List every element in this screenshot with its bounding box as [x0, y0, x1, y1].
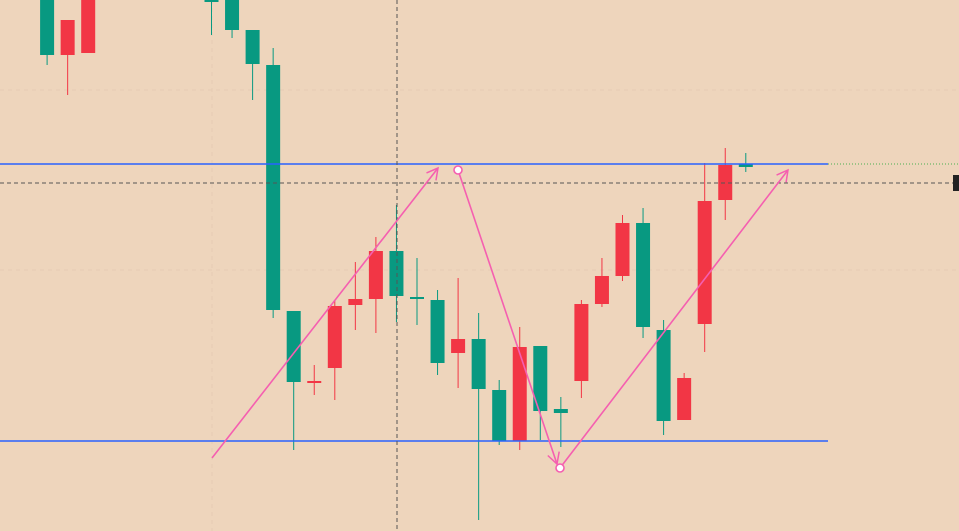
- candle-body: [60, 20, 75, 55]
- candle-body: [451, 339, 466, 353]
- candle-body: [697, 201, 712, 324]
- candle-body: [677, 378, 692, 420]
- candle-body: [594, 276, 609, 304]
- arrow: [457, 169, 560, 466]
- candle-body: [718, 165, 733, 200]
- candle-body: [409, 297, 424, 299]
- candle-body: [553, 409, 568, 413]
- pattern-drawing: [211, 165, 789, 473]
- anchor-point: [555, 463, 565, 473]
- candle-body: [327, 306, 342, 368]
- candle-body: [492, 390, 507, 441]
- levels: [0, 163, 828, 442]
- anchor-point: [453, 165, 463, 175]
- candle-body: [348, 299, 363, 305]
- candle-body: [656, 330, 671, 421]
- candle-body: [389, 251, 404, 296]
- candle-body: [533, 346, 548, 411]
- candle-body: [368, 251, 383, 299]
- price-tag: [953, 175, 959, 191]
- candle-body: [738, 164, 753, 167]
- candle-body: [307, 381, 322, 383]
- arrow: [211, 166, 439, 459]
- candle-body: [245, 30, 260, 64]
- candle-body: [615, 223, 630, 276]
- candles: [40, 0, 753, 520]
- candle-body: [81, 0, 96, 53]
- candle-body: [471, 339, 486, 389]
- candle-body: [512, 347, 527, 441]
- arrow: [559, 168, 789, 469]
- candle-body: [574, 304, 589, 381]
- candle-body: [204, 0, 219, 2]
- candle-body: [636, 223, 651, 327]
- candle-body: [266, 65, 281, 310]
- candle-body: [430, 300, 445, 363]
- candle-body: [286, 311, 301, 382]
- candle-body: [225, 0, 240, 30]
- candle-body: [40, 0, 55, 55]
